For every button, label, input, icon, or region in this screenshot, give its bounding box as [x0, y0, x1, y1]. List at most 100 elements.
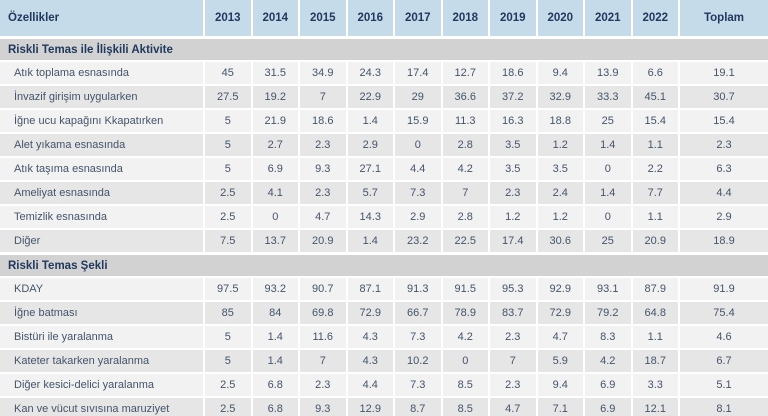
cell-value: 84 — [250, 300, 298, 324]
cell-value: 1.2 — [535, 132, 583, 156]
section-title: Riskli Temas Şekli — [0, 252, 768, 276]
cell-value: 3.5 — [488, 156, 536, 180]
table-body: Riskli Temas ile İlişkili Aktivite Atık t… — [0, 36, 768, 416]
cell-value: 7 — [298, 84, 346, 108]
column-header-2019: 2019 — [488, 0, 536, 36]
row-label: Kan ve vücut sıvısına maruziyet — [0, 396, 203, 416]
cell-value: 2.2 — [630, 156, 678, 180]
cell-value: 2.3 — [488, 324, 536, 348]
cell-value: 4.1 — [250, 180, 298, 204]
cell-value: 1.4 — [583, 132, 631, 156]
cell-value: 19.1 — [678, 60, 768, 84]
cell-value: 34.9 — [298, 60, 346, 84]
cell-value: 91.9 — [678, 276, 768, 300]
cell-value: 5 — [203, 156, 251, 180]
section-header-row: Riskli Temas ile İlişkili Aktivite — [0, 36, 768, 60]
cell-value: 4.6 — [678, 324, 768, 348]
cell-value: 97.5 — [203, 276, 251, 300]
cell-value: 25 — [583, 228, 631, 252]
cell-value: 66.7 — [393, 300, 441, 324]
cell-value: 18.8 — [535, 108, 583, 132]
cell-value: 8.1 — [678, 396, 768, 416]
cell-value: 7.3 — [393, 372, 441, 396]
cell-value: 15.4 — [630, 108, 678, 132]
cell-value: 2.9 — [393, 204, 441, 228]
cell-value: 1.1 — [630, 132, 678, 156]
cell-value: 11.3 — [440, 108, 488, 132]
row-label: İğne ucu kapağını Kkapatırken — [0, 108, 203, 132]
cell-value: 2.5 — [203, 372, 251, 396]
cell-value: 79.2 — [583, 300, 631, 324]
cell-value: 5.9 — [535, 348, 583, 372]
cell-value: 20.9 — [298, 228, 346, 252]
cell-value: 2.3 — [298, 372, 346, 396]
cell-value: 31.5 — [250, 60, 298, 84]
cell-value: 17.4 — [488, 228, 536, 252]
cell-value: 2.9 — [345, 132, 393, 156]
cell-value: 6.9 — [583, 372, 631, 396]
cell-value: 18.6 — [488, 60, 536, 84]
cell-value: 7.3 — [393, 324, 441, 348]
column-header-2020: 2020 — [535, 0, 583, 36]
cell-value: 92.9 — [535, 276, 583, 300]
cell-value: 78.9 — [440, 300, 488, 324]
row-label: Ameliyat esnasında — [0, 180, 203, 204]
cell-value: 1.4 — [345, 108, 393, 132]
cell-value: 1.1 — [630, 324, 678, 348]
cell-value: 10.2 — [393, 348, 441, 372]
cell-value: 21.9 — [250, 108, 298, 132]
table-row: Temizlik esnasında 2.5 0 4.7 14.3 2.9 2.8 1.2 1.… — [0, 204, 768, 228]
cell-value: 18.6 — [298, 108, 346, 132]
table-row: Diğer kesici-delici yaralanma 2.5 6.8 2.3 4.… — [0, 372, 768, 396]
cell-value: 3.3 — [630, 372, 678, 396]
table-row: KDAY 97.5 93.2 90.7 87.1 91.3 91.5 95.3 92.9 93.1… — [0, 276, 768, 300]
cell-value: 7.7 — [630, 180, 678, 204]
cell-value: 4.7 — [488, 396, 536, 416]
cell-value: 18.7 — [630, 348, 678, 372]
table-row: Kan ve vücut sıvısına maruziyet 2.5 6.8 9.3… — [0, 396, 768, 416]
cell-value: 2.5 — [203, 204, 251, 228]
cell-value: 6.3 — [678, 156, 768, 180]
cell-value: 16.3 — [488, 108, 536, 132]
cell-value: 64.8 — [630, 300, 678, 324]
cell-value: 6.9 — [250, 156, 298, 180]
cell-value: 13.9 — [583, 60, 631, 84]
cell-value: 23.2 — [393, 228, 441, 252]
cell-value: 6.9 — [583, 396, 631, 416]
cell-value: 0 — [440, 348, 488, 372]
cell-value: 87.9 — [630, 276, 678, 300]
cell-value: 2.5 — [203, 396, 251, 416]
cell-value: 14.3 — [345, 204, 393, 228]
cell-value: 33.3 — [583, 84, 631, 108]
cell-value: 11.6 — [298, 324, 346, 348]
cell-value: 2.3 — [298, 132, 346, 156]
cell-value: 85 — [203, 300, 251, 324]
cell-value: 1.4 — [250, 324, 298, 348]
cell-value: 90.7 — [298, 276, 346, 300]
cell-value: 4.4 — [393, 156, 441, 180]
cell-value: 7.3 — [393, 180, 441, 204]
column-header-2018: 2018 — [440, 0, 488, 36]
cell-value: 30.7 — [678, 84, 768, 108]
table-row: Atık toplama esnasında 45 31.5 34.9 24.3 17.4… — [0, 60, 768, 84]
row-label: Diğer kesici-delici yaralanma — [0, 372, 203, 396]
cell-value: 1.4 — [250, 348, 298, 372]
row-label: Temizlik esnasında — [0, 204, 203, 228]
cell-value: 1.4 — [583, 180, 631, 204]
cell-value: 25 — [583, 108, 631, 132]
cell-value: 5 — [203, 324, 251, 348]
cell-value: 8.3 — [583, 324, 631, 348]
table-row: İnvazif girişim uygularken 27.5 19.2 7 22.9 2… — [0, 84, 768, 108]
column-header-2017: 2017 — [393, 0, 441, 36]
row-label: Atık taşıma esnasında — [0, 156, 203, 180]
cell-value: 12.7 — [440, 60, 488, 84]
table-row: Alet yıkama esnasında 5 2.7 2.3 2.9 0 2.8 3.5 1.… — [0, 132, 768, 156]
cell-value: 15.9 — [393, 108, 441, 132]
cell-value: 4.7 — [535, 324, 583, 348]
row-label: İnvazif girişim uygularken — [0, 84, 203, 108]
cell-value: 2.3 — [298, 180, 346, 204]
cell-value: 22.5 — [440, 228, 488, 252]
cell-value: 2.3 — [678, 132, 768, 156]
cell-value: 24.3 — [345, 60, 393, 84]
